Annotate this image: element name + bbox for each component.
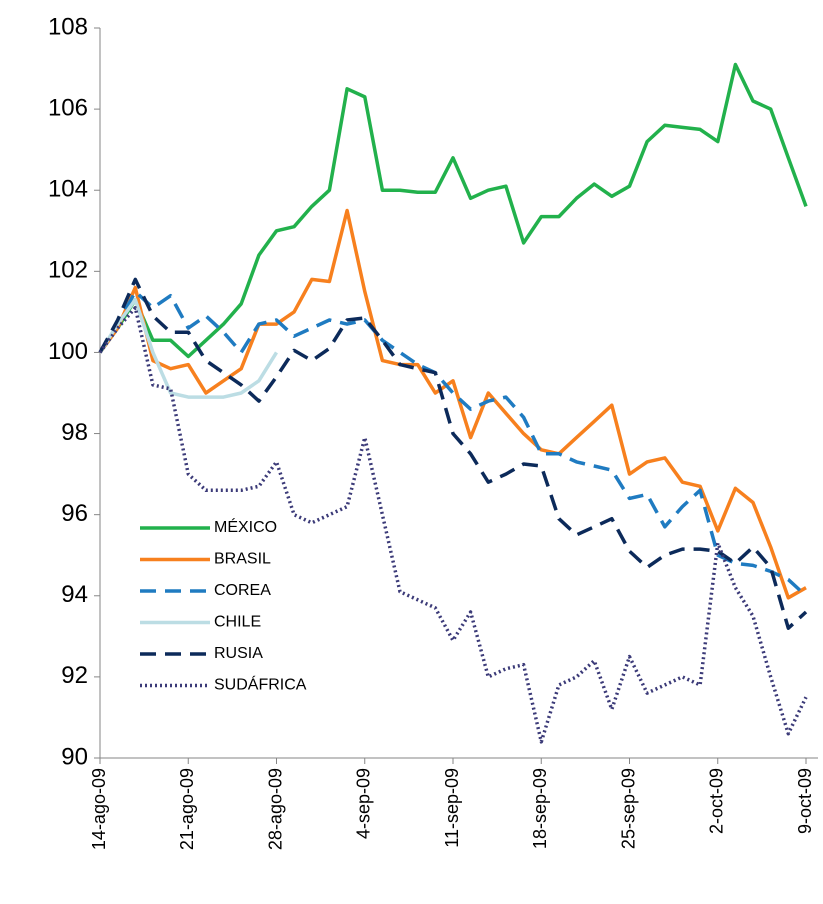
x-tick-label: 28-ago-09 [265,768,285,850]
y-tick-label: 106 [48,94,88,121]
x-tick-label: 18-sep-09 [530,768,550,849]
y-tick-label: 92 [61,662,88,689]
x-tick-label: 25-sep-09 [618,768,638,849]
y-tick-label: 104 [48,176,88,203]
y-tick-label: 98 [61,419,88,446]
legend-label: CHILE [214,614,261,631]
legend-label: SUDÁFRICA [214,675,307,694]
x-tick-label: 21-ago-09 [177,768,197,850]
series-line [98,277,808,630]
legend-label: MÉXICO [214,517,277,536]
y-tick-label: 90 [61,743,88,770]
y-tick-label: 100 [48,338,88,365]
y-tick-label: 96 [61,500,88,527]
series-line [98,62,808,359]
legend-label: COREA [214,582,271,599]
x-tick-label: 9-oct-09 [795,768,815,834]
series-line [98,208,807,600]
legend: MÉXICO BRASIL COREA CHILE RUSIA SUDÁFRICA [140,517,307,694]
legend-label: BRASIL [214,551,271,568]
series-line [98,306,808,744]
legend-label: RUSIA [214,645,263,662]
series-line [98,289,808,598]
x-tick-label: 4-sep-09 [354,768,374,839]
y-tick-label: 94 [61,581,88,608]
x-tick-label: 11-sep-09 [442,768,462,848]
x-tick-label: 2-oct-09 [707,768,727,834]
x-tick-label: 14-ago-09 [89,768,109,850]
y-tick-label: 108 [48,13,88,40]
series-line [98,297,278,399]
y-tick-label: 102 [48,257,88,284]
